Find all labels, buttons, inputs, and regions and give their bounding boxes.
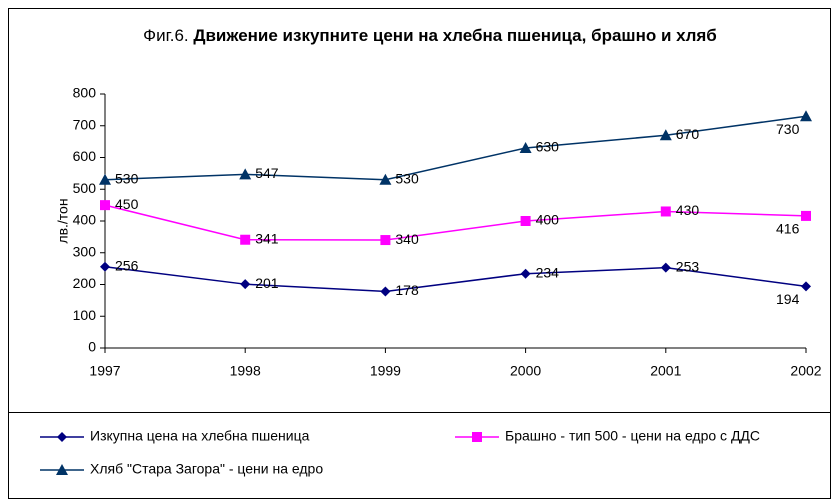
data-label: 340: [395, 231, 419, 247]
data-label: 201: [255, 275, 279, 291]
data-label: 530: [115, 170, 139, 186]
data-point: [660, 262, 671, 273]
legend-marker: [56, 464, 68, 475]
data-point: [519, 141, 532, 153]
data-label: 256: [115, 257, 139, 273]
data-point: [520, 268, 531, 279]
data-label: 430: [676, 202, 700, 218]
data-point: [379, 173, 392, 185]
data-point: [520, 216, 531, 226]
data-label: 416: [776, 221, 800, 237]
x-tick-label: 2000: [510, 363, 541, 379]
data-point: [99, 173, 111, 185]
y-tick-label: 100: [73, 307, 97, 323]
data-point: [380, 286, 391, 297]
data-label: 194: [776, 291, 800, 307]
data-point: [380, 235, 391, 246]
data-point: [659, 129, 672, 141]
data-point: [801, 210, 811, 221]
data-point: [100, 261, 110, 272]
y-tick-label: 400: [73, 212, 97, 228]
data-label: 530: [395, 170, 419, 186]
series-line: [104, 115, 807, 181]
data-label: 341: [255, 230, 279, 246]
x-tick-label: 1997: [89, 363, 120, 379]
data-label: 400: [536, 212, 560, 228]
y-tick-label: 500: [73, 180, 97, 196]
figure-label: Фиг.6.: [143, 26, 189, 45]
x-tick-label: 2002: [790, 363, 821, 379]
data-point: [240, 234, 251, 245]
y-tick-label: 600: [73, 148, 97, 164]
x-tick-label: 1999: [370, 363, 401, 379]
legend-label: Хляб "Стара Загора" - цени на едро: [90, 461, 323, 477]
y-tick-label: 0: [88, 339, 96, 355]
legend-marker: [57, 432, 67, 442]
legend-marker: [472, 432, 482, 442]
data-point: [660, 206, 671, 217]
x-tick-label: 2001: [650, 363, 681, 379]
series-line: [104, 265, 807, 293]
data-point: [240, 279, 251, 290]
data-label: 450: [115, 196, 139, 212]
data-point: [100, 200, 110, 211]
data-label: 730: [776, 121, 800, 137]
x-tick-label: 1998: [230, 363, 261, 379]
data-label: 630: [536, 139, 560, 155]
legend-label: Брашно - тип 500 - цени на едро с ДДС: [505, 428, 760, 444]
title-text: Движение изкупните цени на хлебна пшениц…: [193, 26, 717, 45]
chart-title: Фиг.6. Движение изкупните цени на хлебна…: [130, 24, 730, 48]
data-label: 547: [255, 165, 279, 181]
y-tick-label: 700: [73, 116, 97, 132]
y-axis-label: лв./тон: [55, 198, 71, 243]
data-label: 253: [676, 258, 700, 274]
data-label: 234: [536, 264, 560, 280]
data-point: [801, 281, 811, 292]
data-point: [239, 168, 252, 180]
series-line: [104, 204, 807, 241]
legend-label: Изкупна цена на хлебна пшеница: [90, 428, 310, 444]
data-label: 670: [676, 126, 700, 142]
chart-border: [8, 8, 831, 499]
data-point: [800, 110, 812, 122]
y-tick-label: 800: [73, 85, 97, 101]
y-tick-label: 200: [73, 275, 97, 291]
data-label: 178: [395, 282, 419, 298]
y-tick-label: 300: [73, 243, 97, 259]
